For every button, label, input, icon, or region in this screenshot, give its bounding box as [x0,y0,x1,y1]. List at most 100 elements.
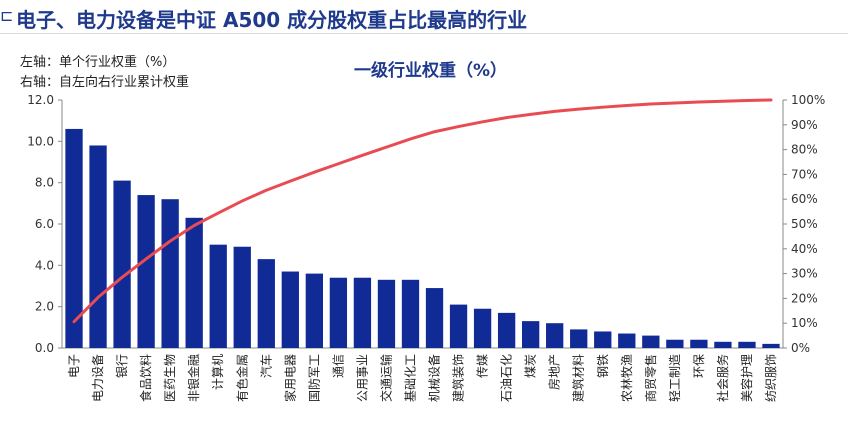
x-tick-label: 煤炭 [524,354,538,378]
bar [666,339,684,348]
left-tick-label: 2.0 [35,300,54,314]
right-tick-label: 90% [791,118,818,132]
x-tick-label: 通信 [331,354,345,378]
bar [353,277,372,348]
x-tick-label: 石油石化 [500,354,514,402]
bar [642,335,660,348]
bar [185,217,203,348]
cumulative-point [120,276,124,279]
x-tick-label: 建筑装饰 [451,354,466,402]
x-tick-label: 环保 [692,354,706,378]
left-tick-label: 8.0 [35,176,54,190]
bar [762,343,780,348]
x-tick-label: 交通运输 [378,354,393,402]
x-tick-label: 建筑材料 [571,354,586,402]
right-tick-label: 40% [791,242,818,256]
bar [137,195,155,348]
cumulative-point [265,189,268,192]
cumulative-point [144,257,148,261]
x-tick-label: 机械设备 [427,354,442,402]
cumulative-point [721,100,725,103]
x-tick-label: 电力设备 [91,354,105,402]
cumulative-point [433,130,436,133]
cumulative-point [577,107,580,111]
x-tick-label: 医药生物 [163,354,177,402]
edge-mark: ⊏ [0,6,14,25]
bar [233,246,251,348]
bar [329,277,348,348]
cumulative-point [409,137,412,141]
cumulative-point [361,154,364,157]
x-tick-label: 计算机 [210,354,225,390]
cumulative-point [769,98,773,102]
bar [89,145,107,348]
cumulative-point [673,101,677,105]
bar [497,312,516,348]
cumulative-point [96,296,100,299]
cumulative-line [72,98,773,324]
bar [281,271,299,348]
bar [209,244,227,348]
x-tick-label: 公用事业 [355,354,369,402]
x-tick-label: 国防军工 [306,354,321,402]
cumulative-point [217,211,220,215]
x-tick-label: 钢铁 [596,354,610,378]
bar [546,323,564,348]
bar [594,331,612,348]
cumulative-point [505,116,508,119]
left-tick-label: 0.0 [35,341,54,355]
bar [449,304,468,348]
cumulative-point [289,179,292,183]
right-tick-label: 30% [791,267,818,281]
right-tick-label: 100% [791,93,825,107]
x-tick-label: 食品饮料 [138,354,153,402]
chart-title: 一级行业权重（%） [354,60,507,81]
cumulative-point [649,102,653,106]
right-tick-label: 10% [791,316,818,330]
left-axis-note: 左轴：单个行业权重（%） [20,55,176,70]
right-tick-label: 60% [791,192,818,206]
bar [65,128,83,348]
x-tick-label: 纺织服饰 [764,354,778,402]
bar [305,273,324,348]
bar [377,279,396,348]
x-tick-label: 家用电器 [282,354,297,402]
bar [618,333,636,348]
cumulative-point [529,113,532,116]
page-title: 电子、电力设备是中证 A500 成分股权重占比最高的行业 [16,8,528,32]
cumulative-point [192,224,196,227]
left-tick-label: 10.0 [27,134,54,148]
cumulative-point [553,110,556,113]
x-tick-label: 美容护理 [739,354,754,402]
cumulative-point [481,120,484,124]
x-tick-label: 汽车 [258,354,273,378]
bar [521,321,540,348]
right-tick-label: 80% [791,143,818,157]
bar [473,308,492,348]
cumulative-point [697,100,701,104]
cumulative-point [337,162,340,165]
x-tick-label: 银行 [115,354,129,378]
left-tick-label: 4.0 [35,258,54,272]
x-tick-label: 房地产 [547,354,562,390]
bar [257,259,275,348]
x-tick-label: 商贸零售 [643,354,658,402]
x-tick-label: 基础化工 [403,354,417,402]
cumulative-point [385,145,388,149]
cumulative-point [457,125,460,128]
cumulative-point [168,239,172,243]
right-tick-label: 50% [791,217,818,231]
cumulative-point [745,99,749,102]
right-tick-label: 20% [791,291,818,305]
bar [161,199,179,348]
right-tick-label: 70% [791,167,818,181]
bar [690,339,708,348]
x-tick-label: 传媒 [475,354,490,378]
bar [401,279,420,348]
cumulative-point [601,105,604,109]
cumulative-point [625,104,628,107]
header-divider [0,33,848,34]
x-tick-label: 有色金属 [234,354,249,402]
x-tick-label: 社会服务 [715,354,730,402]
cumulative-point [241,199,244,203]
